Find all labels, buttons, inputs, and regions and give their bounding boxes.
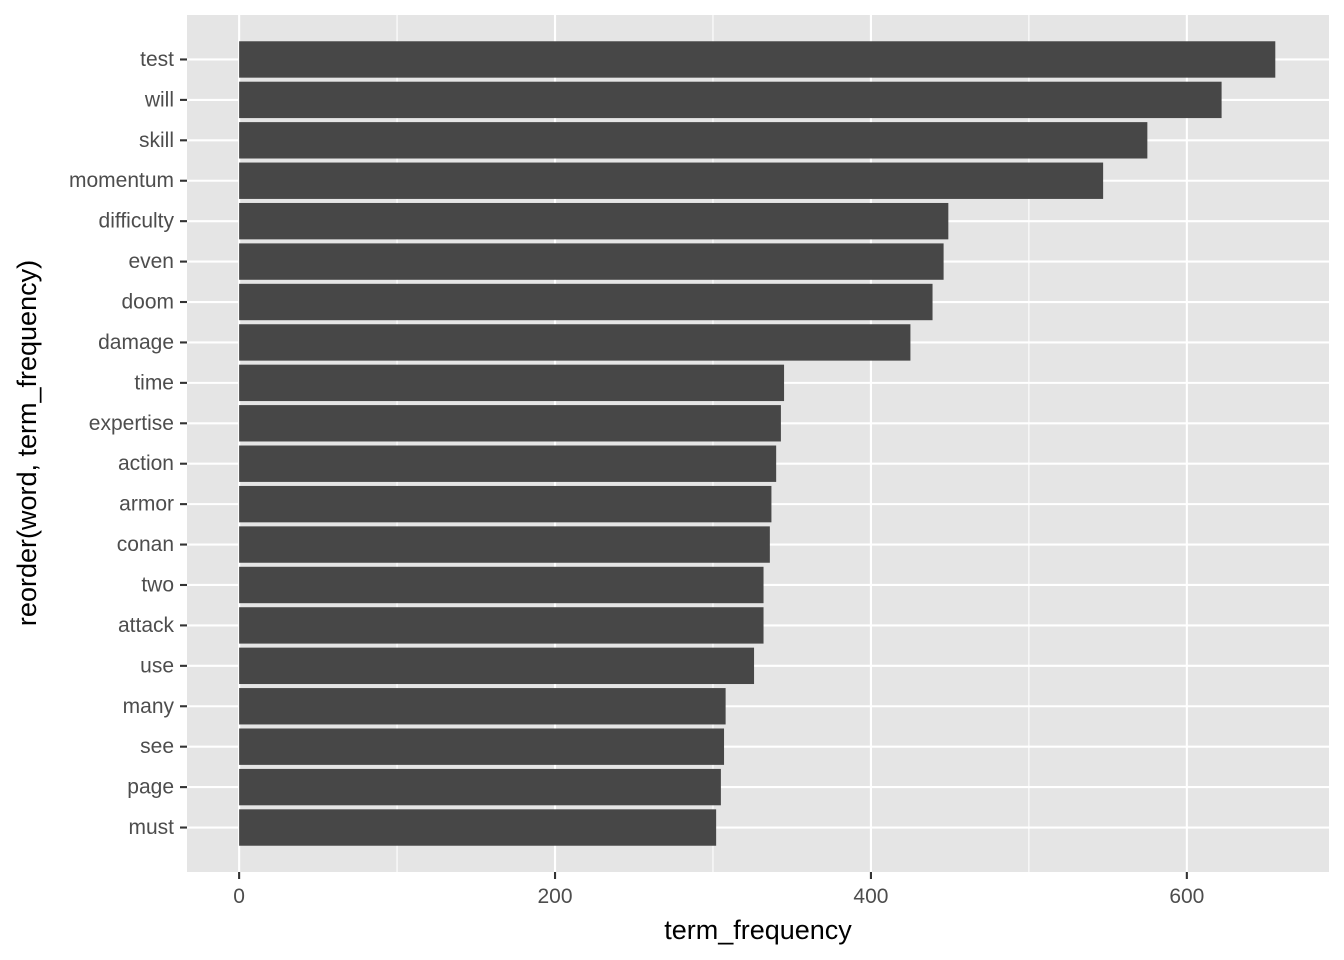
y-tick-label-use: use — [140, 654, 174, 677]
y-tick-label-will: will — [144, 88, 174, 111]
x-tick-label-200: 200 — [538, 885, 573, 908]
bar-damage — [239, 324, 911, 361]
y-tick-label-expertise: expertise — [89, 412, 174, 435]
y-tick-label-difficulty: difficulty — [99, 210, 175, 233]
bar-difficulty — [239, 202, 949, 240]
y-tick-label-many: many — [123, 695, 175, 718]
y-tick-label-doom: doom — [121, 291, 174, 314]
y-tick-label-skill: skill — [139, 129, 174, 152]
y-tick-label-test: test — [140, 48, 174, 71]
y-tick-label-conan: conan — [117, 533, 174, 556]
bar-use — [239, 647, 755, 685]
y-tick-label-momentum: momentum — [69, 169, 174, 192]
x-axis: 0 200 400 600 — [233, 872, 1204, 908]
y-tick-label-armor: armor — [119, 493, 174, 516]
bar-time — [239, 364, 785, 402]
bars — [239, 41, 1276, 846]
bar-see — [239, 728, 725, 765]
bar-many — [239, 688, 726, 725]
bar-action — [239, 445, 777, 482]
bar-must — [239, 809, 717, 846]
x-tick-label-0: 0 — [233, 885, 245, 908]
y-tick-label-time: time — [134, 371, 174, 394]
x-tick-label-400: 400 — [853, 885, 888, 908]
bar-page — [239, 768, 721, 806]
bar-armor — [239, 485, 772, 523]
y-tick-label-attack: attack — [118, 614, 175, 637]
x-tick-label-600: 600 — [1169, 885, 1204, 908]
y-tick-label-action: action — [118, 452, 174, 475]
bar-two — [239, 566, 764, 604]
y-tick-label-page: page — [127, 776, 174, 799]
bar-expertise — [239, 405, 781, 442]
y-tick-label-two: two — [141, 573, 174, 596]
bar-doom — [239, 283, 933, 321]
bar-conan — [239, 526, 770, 563]
bar-will — [239, 81, 1222, 119]
bar-even — [239, 243, 944, 280]
bar-skill — [239, 122, 1148, 159]
bar-momentum — [239, 162, 1104, 199]
bar-attack — [239, 607, 764, 644]
y-tick-label-must: must — [128, 816, 174, 839]
y-tick-label-damage: damage — [98, 331, 174, 354]
bar-test — [239, 41, 1276, 78]
y-axis: test will skill momentum difficulty even doom d… — [69, 48, 187, 839]
y-tick-label-even: even — [128, 250, 174, 273]
y-tick-label-see: see — [140, 735, 174, 758]
y-axis-title: reorder(word, term_frequency) — [12, 260, 42, 626]
x-axis-title: term_frequency — [664, 915, 852, 945]
